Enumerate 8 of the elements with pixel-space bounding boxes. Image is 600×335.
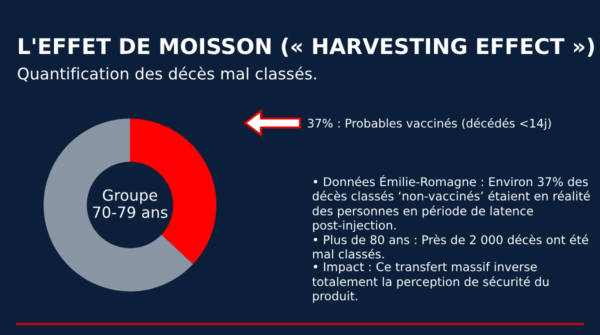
text: • Données Émilie-Romagne : Environ 37% des décès classés ‘non-vaccinés’ étaient en réalité des personnes en période de latence post-injection. xyxy=(312,175,590,232)
text: Groupe 70-79 ans xyxy=(93,189,168,218)
text: • Plus de 80 ans : Près de 2 000 décès ont été mal classés. xyxy=(313,234,588,259)
text: L'EFFET DE MOISSON (« HARVESTING EFFECT ») xyxy=(18,38,594,57)
text: 37% : Probables vaccinés (décédés <14j) xyxy=(308,118,551,130)
chart-subtitle: Quantification des décès mal classés. xyxy=(18,66,316,82)
donut-slice xyxy=(44,118,193,292)
text: • Impact : Ce transfert massif inverse totalement la perception de sécurité du produit. xyxy=(312,262,548,303)
